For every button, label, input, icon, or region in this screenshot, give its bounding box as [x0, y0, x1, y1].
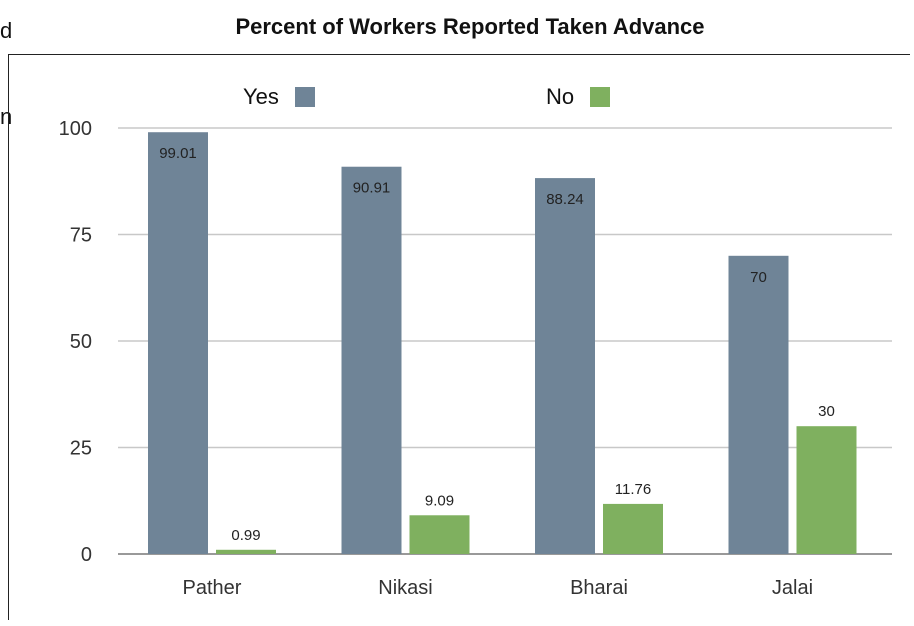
x-tick-label-bharai: Bharai [570, 577, 628, 599]
edge-text-2: n [0, 104, 12, 129]
bar-no-bharai [603, 503, 663, 554]
bar-no-jalai [796, 426, 857, 554]
data-label-yes-jalai: 70 [750, 269, 767, 286]
bar-yes-pather [148, 132, 208, 554]
legend-label-no: No [546, 84, 575, 109]
chart-frame [8, 54, 910, 620]
data-label-no-pather: 0.99 [231, 527, 260, 544]
y-tick-label-0: 0 [81, 544, 92, 566]
legend-item-yes: Yes [243, 84, 315, 110]
legend-swatch-yes [294, 87, 315, 107]
x-tick-label-jalai: Jalai [772, 577, 813, 599]
legend-swatch-no [590, 87, 611, 107]
bar-yes-jalai [728, 255, 789, 555]
bar-no-pather [216, 549, 276, 554]
chart-title: Percent of Workers Reported Taken Advanc… [235, 14, 705, 39]
data-label-no-jalai: 30 [818, 403, 835, 420]
bar-no-nikasi [409, 515, 470, 554]
data-label-yes-bharai: 88.24 [546, 191, 584, 208]
legend-label-yes: Yes [243, 84, 279, 109]
data-label-yes-nikasi: 90.91 [353, 180, 391, 197]
x-tick-label-pather: Pather [183, 577, 242, 599]
y-tick-label-25: 25 [70, 438, 92, 460]
legend-item-no: No [546, 84, 611, 110]
bar-yes-bharai [535, 178, 595, 554]
edge-text-1: d [0, 18, 12, 43]
data-label-yes-pather: 99.01 [159, 145, 197, 162]
y-tick-label-50: 50 [70, 331, 92, 353]
bar-yes-nikasi [341, 166, 402, 555]
y-tick-label-75: 75 [70, 225, 92, 247]
data-label-no-bharai: 11.76 [615, 481, 651, 498]
x-tick-label-nikasi: Nikasi [378, 577, 432, 599]
data-label-no-nikasi: 9.09 [425, 492, 454, 509]
y-tick-label-100: 100 [59, 118, 92, 140]
